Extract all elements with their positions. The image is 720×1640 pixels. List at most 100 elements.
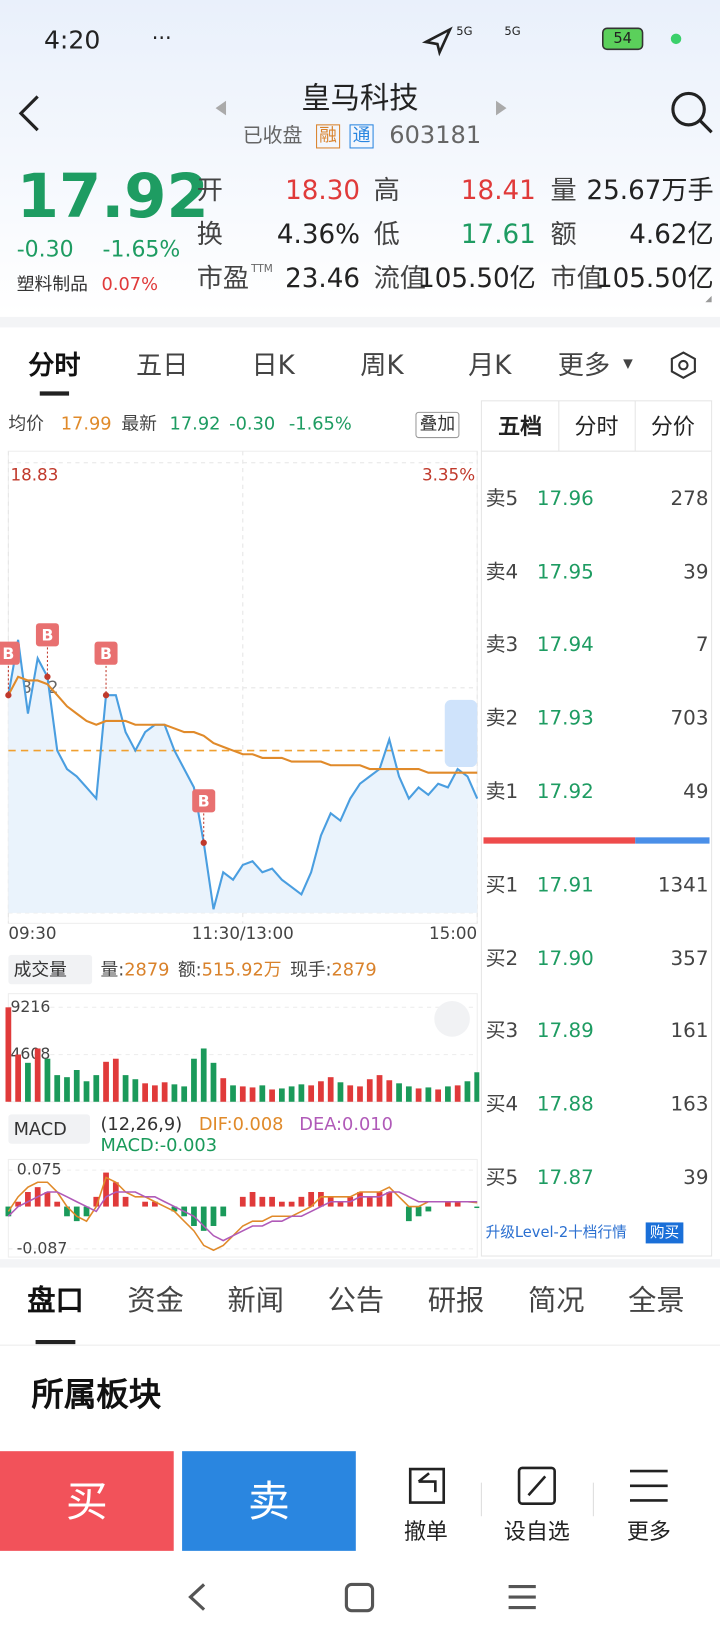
stat-value: 105.50亿 [595, 262, 714, 294]
corner-icon [705, 295, 712, 303]
back-icon[interactable] [18, 95, 39, 132]
net-label: 5G [504, 24, 521, 39]
vol-bar [357, 1086, 363, 1102]
next-icon[interactable] [496, 100, 507, 116]
macd-bar [44, 1192, 51, 1207]
stat-label: 开 [196, 174, 223, 206]
legend-item: 均价 [8, 413, 44, 435]
price-line [7, 639, 479, 910]
vol-label: 量: [100, 960, 124, 981]
macd-bar [112, 1182, 119, 1207]
upgrade-link[interactable]: 升级Level-2十档行情 [485, 1224, 627, 1242]
marker-label: B [2, 644, 14, 663]
vol-bar [308, 1085, 315, 1102]
nav-back[interactable] [188, 1583, 206, 1611]
macd-legend-name: MACD: [100, 1135, 159, 1156]
vol-bar [152, 1085, 158, 1102]
tab[interactable]: 月K [468, 349, 512, 381]
vol-bar [405, 1086, 412, 1102]
book-price: 17.91 [536, 873, 594, 897]
more-icon [629, 1469, 668, 1502]
vol-bar [181, 1086, 188, 1102]
vol-bar [103, 1061, 109, 1102]
macd-bar [210, 1206, 217, 1226]
vol-bar [366, 1079, 373, 1102]
bottom-tab[interactable]: 公告 [327, 1284, 385, 1318]
book-volume: 39 [683, 560, 709, 584]
bottom-tab[interactable]: 研报 [427, 1284, 485, 1318]
bottom-tab[interactable]: 新闻 [227, 1284, 285, 1318]
vol-value: 2879 [331, 960, 376, 981]
macd-line [7, 1191, 478, 1242]
macd-bar [337, 1201, 344, 1207]
vol-label: 额: [178, 960, 202, 981]
stat-value: 18.41 [460, 174, 536, 206]
action-label[interactable]: 设自选 [503, 1518, 570, 1545]
sell-button[interactable] [182, 1451, 356, 1551]
action-label[interactable]: 更多 [626, 1518, 671, 1545]
vol-bar [44, 1058, 51, 1102]
marker-badge [35, 623, 59, 647]
macd-legend-value: -0.003 [160, 1135, 217, 1156]
marker-label: B [100, 644, 112, 663]
vol-label: 现手: [290, 960, 332, 981]
prev-icon[interactable] [215, 100, 227, 116]
tab[interactable]: 更多 [557, 349, 611, 381]
tab[interactable]: 周K [360, 349, 404, 381]
vol-bar [386, 1080, 393, 1102]
tab[interactable]: 分时 [28, 349, 81, 381]
vol-bar [347, 1085, 354, 1102]
marker-badge [192, 789, 216, 813]
vol-bar [25, 1062, 31, 1102]
expand-tab[interactable] [444, 699, 478, 768]
fullscreen-button[interactable] [434, 1001, 470, 1037]
macd-bar [454, 1201, 461, 1207]
action-label[interactable]: 撤单 [403, 1518, 448, 1545]
buy-button[interactable] [0, 1451, 174, 1551]
chart-area: 18.8318.2217.613.35%-3.35%09:3011:30/13:… [0, 450, 480, 1258]
y-tick-label: 9216 [10, 997, 50, 1016]
bottom-tab[interactable]: 简况 [527, 1284, 585, 1318]
book-tab[interactable]: 分价 [650, 413, 695, 440]
legend-item: 17.92 [169, 413, 221, 435]
vol-bar [132, 1079, 139, 1102]
marker-dot [200, 839, 207, 846]
stat-label: 高 [373, 174, 400, 206]
sell-ratio [483, 837, 636, 844]
book-price: 17.90 [536, 946, 594, 970]
vol-value: 2879 [124, 960, 169, 981]
vol-bar [318, 1081, 324, 1102]
purchase-button[interactable]: 购买 [645, 1222, 684, 1244]
settings-icon[interactable] [670, 351, 696, 379]
legend-item: 最新 [121, 413, 157, 435]
vol-bar [112, 1058, 119, 1102]
book-tab[interactable]: 分时 [574, 413, 619, 440]
divider [0, 316, 720, 328]
stat-label: 量 [550, 174, 577, 206]
vol-bar [259, 1085, 266, 1102]
bottom-tab[interactable]: 盘口 [27, 1284, 84, 1318]
stat-value: 17.61 [460, 218, 536, 250]
header-bg [0, 0, 720, 315]
nav-home[interactable] [344, 1582, 375, 1613]
search-icon[interactable] [671, 91, 706, 127]
tab[interactable]: 五日 [136, 349, 189, 381]
vol-title: 成交量 [14, 960, 67, 981]
book-price: 17.95 [536, 560, 594, 584]
book-label: 买4 [485, 1092, 519, 1117]
bottom-tab[interactable]: 全景 [628, 1284, 685, 1318]
macd-bar [93, 1196, 100, 1207]
macd-bar [318, 1192, 324, 1207]
tab[interactable]: 日K [251, 349, 295, 381]
macd-bar [64, 1206, 70, 1217]
book-price: 17.96 [536, 487, 594, 511]
vol-bar [376, 1075, 383, 1102]
battery-icon [601, 27, 644, 51]
vol-bar [396, 1083, 402, 1102]
watch-pen [527, 1475, 547, 1497]
nav-menu[interactable] [508, 1584, 536, 1610]
book-tab[interactable]: 五档 [498, 413, 543, 440]
bottom-tab[interactable]: 资金 [127, 1284, 184, 1318]
stat-label: 额 [550, 218, 577, 250]
overlay-button[interactable]: 叠加 [415, 411, 460, 439]
